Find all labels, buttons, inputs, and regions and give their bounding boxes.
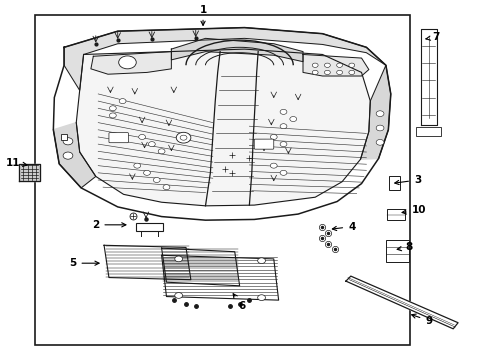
Circle shape: [280, 170, 286, 175]
Polygon shape: [171, 39, 303, 62]
Circle shape: [158, 149, 164, 154]
Circle shape: [139, 134, 145, 139]
Bar: [388, 176, 399, 190]
Circle shape: [109, 106, 116, 111]
Polygon shape: [91, 51, 171, 74]
Text: 6: 6: [233, 294, 245, 311]
Circle shape: [153, 177, 160, 183]
Text: 2: 2: [92, 220, 125, 230]
Text: 5: 5: [69, 258, 99, 268]
Circle shape: [257, 258, 265, 264]
Circle shape: [174, 293, 182, 298]
Circle shape: [63, 138, 73, 145]
Circle shape: [180, 135, 186, 140]
Polygon shape: [53, 28, 390, 220]
Bar: [136, 223, 163, 231]
Text: 9: 9: [411, 314, 431, 325]
Circle shape: [176, 132, 190, 143]
Text: 10: 10: [401, 206, 426, 216]
Polygon shape: [19, 163, 40, 181]
Circle shape: [324, 70, 330, 75]
Circle shape: [280, 141, 286, 147]
Text: 3: 3: [394, 175, 420, 185]
Circle shape: [336, 63, 342, 67]
Circle shape: [63, 152, 73, 159]
Polygon shape: [76, 49, 369, 206]
Polygon shape: [104, 245, 190, 280]
Circle shape: [174, 256, 182, 262]
Circle shape: [312, 63, 318, 67]
Circle shape: [280, 109, 286, 114]
Circle shape: [143, 170, 150, 175]
Circle shape: [280, 124, 286, 129]
FancyBboxPatch shape: [254, 139, 273, 149]
Circle shape: [312, 70, 318, 75]
Circle shape: [375, 139, 383, 145]
Bar: [386, 210, 405, 220]
Circle shape: [270, 134, 277, 139]
Text: 7: 7: [425, 32, 438, 42]
Circle shape: [289, 117, 296, 122]
Circle shape: [134, 163, 141, 168]
Circle shape: [336, 70, 342, 75]
Text: 8: 8: [396, 242, 412, 252]
Circle shape: [119, 99, 126, 104]
Polygon shape: [360, 65, 390, 159]
Polygon shape: [53, 123, 96, 188]
Circle shape: [163, 185, 169, 190]
Bar: [415, 127, 441, 136]
Circle shape: [109, 113, 116, 118]
Polygon shape: [161, 248, 239, 286]
Circle shape: [257, 295, 265, 301]
Text: 11: 11: [6, 158, 27, 168]
Circle shape: [270, 163, 277, 168]
Polygon shape: [303, 54, 368, 76]
Bar: [385, 239, 408, 262]
Polygon shape: [420, 30, 436, 126]
Circle shape: [148, 141, 155, 147]
Circle shape: [348, 70, 354, 75]
Circle shape: [375, 111, 383, 117]
Text: 4: 4: [332, 222, 355, 231]
Circle shape: [348, 63, 354, 67]
FancyBboxPatch shape: [109, 133, 128, 143]
Text: 1: 1: [199, 5, 206, 25]
Polygon shape: [64, 28, 385, 90]
Circle shape: [375, 125, 383, 131]
Polygon shape: [345, 276, 457, 329]
Bar: [35, 15, 409, 345]
Polygon shape: [161, 255, 278, 300]
Circle shape: [119, 56, 136, 69]
Circle shape: [324, 63, 330, 67]
